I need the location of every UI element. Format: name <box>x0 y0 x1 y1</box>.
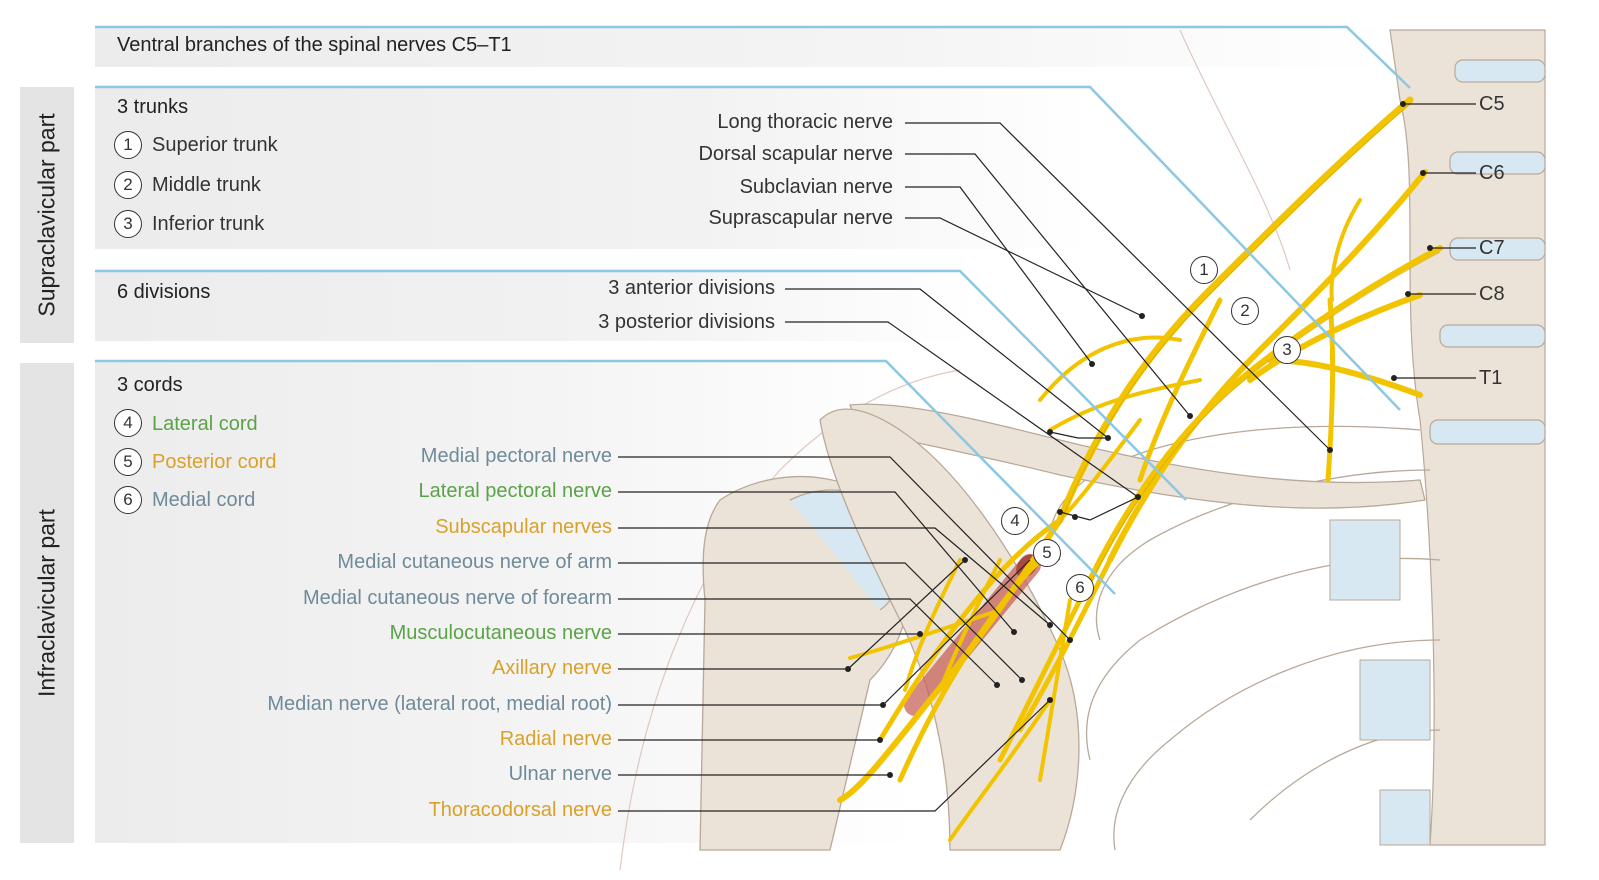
clavicle <box>849 403 1426 509</box>
trunk-number-2: 2 <box>114 171 142 199</box>
spinal-level-c7: C7 <box>1479 237 1505 259</box>
trunk-number-1: 1 <box>114 131 142 159</box>
section-guide-lines <box>95 25 1411 595</box>
trunks-band <box>95 87 1095 249</box>
inferior-trunk-marker: 3 <box>1273 336 1301 364</box>
supraclavicular-bar: Supraclavicular part <box>20 87 74 343</box>
cord-label-medial: Medial cord <box>152 489 256 511</box>
trunk-number-3: 3 <box>114 210 142 238</box>
medial-cutaneous-nerve-forearm-label: Medial cutaneous nerve of forearm <box>302 587 612 609</box>
cord-number-4: 4 <box>114 409 142 437</box>
lateral-cord-marker: 4 <box>1001 507 1029 535</box>
cord-number-5: 5 <box>114 448 142 476</box>
divisions-band <box>95 271 975 341</box>
medial-cutaneous-nerve-arm-label: Medial cutaneous nerve of arm <box>337 551 612 573</box>
scapula <box>819 408 1080 851</box>
radial-nerve-label: Radial nerve <box>499 728 612 750</box>
trunk-label-superior: Superior trunk <box>152 134 278 156</box>
cords-heading: 3 cords <box>117 374 183 396</box>
infra-leader-dots <box>845 557 1073 778</box>
title-band <box>95 27 1395 67</box>
superior-trunk-marker: 1 <box>1190 256 1218 284</box>
infraclavicular-bar: Infraclavicular part <box>20 363 74 843</box>
axillary-nerve-label: Axillary nerve <box>491 657 612 679</box>
spinal-level-c6: C6 <box>1479 162 1505 184</box>
cord-label-lateral: Lateral cord <box>152 413 258 435</box>
spinal-level-c5: C5 <box>1479 93 1505 115</box>
posterior-divisions-label: 3 posterior divisions <box>598 311 775 333</box>
thoracodorsal-nerve-label: Thoracodorsal nerve <box>428 799 612 821</box>
spinal-level-c8: C8 <box>1479 283 1505 305</box>
posterior-cord-marker: 5 <box>1033 539 1061 567</box>
subclavian-nerve-label: Subclavian nerve <box>739 176 893 198</box>
trunk-label-middle: Middle trunk <box>152 174 261 196</box>
cord-label-posterior: Posterior cord <box>152 451 277 473</box>
long-thoracic-nerve-label: Long thoracic nerve <box>717 111 893 133</box>
divisions-heading: 6 divisions <box>117 281 211 303</box>
supra-leader-dots <box>1047 313 1333 520</box>
cord-number-6: 6 <box>114 486 142 514</box>
costal-cartilage-3 <box>1379 789 1431 846</box>
lateral-pectoral-nerve-label: Lateral pectoral nerve <box>418 480 612 502</box>
costal-cartilage-1 <box>1329 519 1401 601</box>
spinal-level-t1: T1 <box>1479 367 1503 389</box>
musculocutaneous-nerve-label: Musculocutaneous nerve <box>389 622 612 644</box>
medial-pectoral-nerve-label: Medial pectoral nerve <box>420 445 612 467</box>
page-title: Ventral branches of the spinal nerves C5… <box>117 34 512 56</box>
dorsal-scapular-nerve-label: Dorsal scapular nerve <box>698 143 893 165</box>
middle-trunk-marker: 2 <box>1231 297 1259 325</box>
ulnar-nerve-label: Ulnar nerve <box>508 763 612 785</box>
trunks-heading: 3 trunks <box>117 96 189 118</box>
anterior-divisions-label: 3 anterior divisions <box>608 277 775 299</box>
spinal-level-leaders <box>1394 103 1476 379</box>
costal-cartilage-2 <box>1359 659 1431 741</box>
medial-cord-marker: 6 <box>1066 574 1094 602</box>
trunk-label-inferior: Inferior trunk <box>152 213 265 235</box>
subscapular-nerves-label: Subscapular nerves <box>435 516 612 538</box>
vertebral-column <box>1389 29 1546 846</box>
median-nerve-label: Median nerve (lateral root, medial root) <box>267 693 612 715</box>
suprascapular-nerve-label: Suprascapular nerve <box>708 207 893 229</box>
